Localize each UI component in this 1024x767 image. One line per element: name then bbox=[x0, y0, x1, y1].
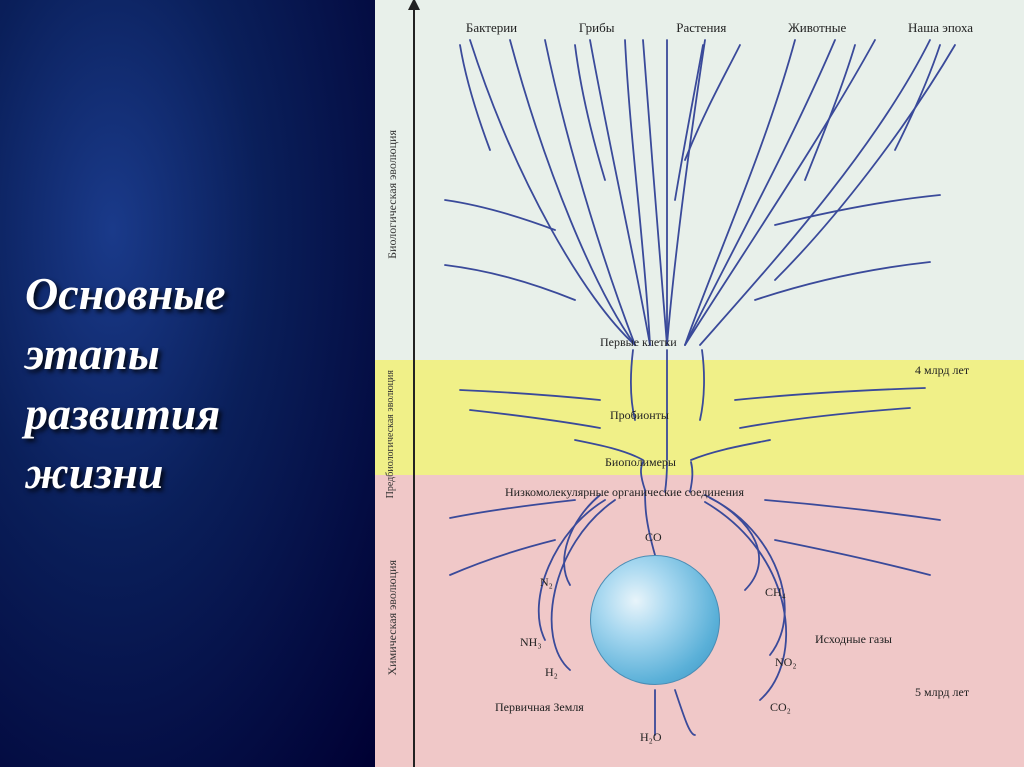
label-src-gases: Исходные газы bbox=[815, 632, 892, 647]
gas-co: CO bbox=[645, 530, 662, 545]
gas-h2o: H₂O bbox=[640, 730, 662, 745]
title-panel: Основные этапы развития жизни bbox=[0, 0, 375, 767]
title-line: развития bbox=[25, 388, 220, 439]
label-5bya: 5 млрд лет bbox=[915, 685, 969, 700]
gas-ch4: CH₄ bbox=[765, 585, 786, 600]
label-first-cells: Первые клетки bbox=[600, 335, 677, 350]
label-probionts: Пробионты bbox=[610, 408, 669, 423]
gas-n2: N₂ bbox=[540, 575, 553, 590]
title-line: жизни bbox=[25, 447, 163, 498]
slide-title: Основные этапы развития жизни bbox=[25, 264, 226, 503]
title-line: этапы bbox=[25, 328, 160, 379]
primordial-earth-sphere bbox=[590, 555, 720, 685]
gas-nh3: NH₃ bbox=[520, 635, 542, 650]
gas-co2: CO₂ bbox=[770, 700, 791, 715]
label-biopolymers: Биополимеры bbox=[605, 455, 676, 470]
label-prim-earth: Первичная Земля bbox=[495, 700, 584, 715]
gas-no2: NO₂ bbox=[775, 655, 797, 670]
gas-h2: H₂ bbox=[545, 665, 558, 680]
label-low-mol: Низкомолекулярные органические соединени… bbox=[505, 485, 744, 500]
diagram-panel: Биологическая эволюция Предбиологическая… bbox=[375, 0, 1024, 767]
title-line: Основные bbox=[25, 268, 226, 319]
label-4bya: 4 млрд лет bbox=[915, 363, 969, 378]
